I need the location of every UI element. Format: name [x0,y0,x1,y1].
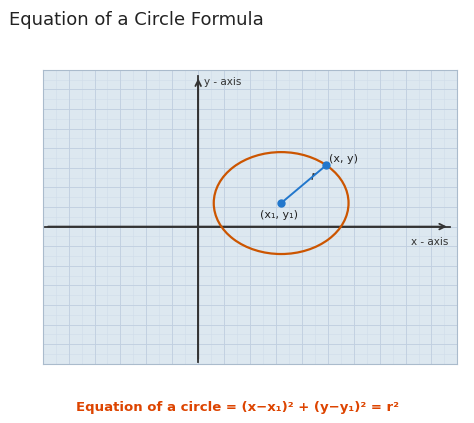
Text: y - axis: y - axis [204,77,241,87]
Text: Equation of a circle = (x−x₁)² + (y−y₁)² = r²: Equation of a circle = (x−x₁)² + (y−y₁)²… [75,401,399,414]
Text: (x, y): (x, y) [329,154,358,164]
Text: x - axis: x - axis [411,237,448,247]
Text: (x₁, y₁): (x₁, y₁) [260,210,298,220]
Text: Equation of a Circle Formula: Equation of a Circle Formula [9,11,264,29]
Text: r: r [310,170,315,183]
